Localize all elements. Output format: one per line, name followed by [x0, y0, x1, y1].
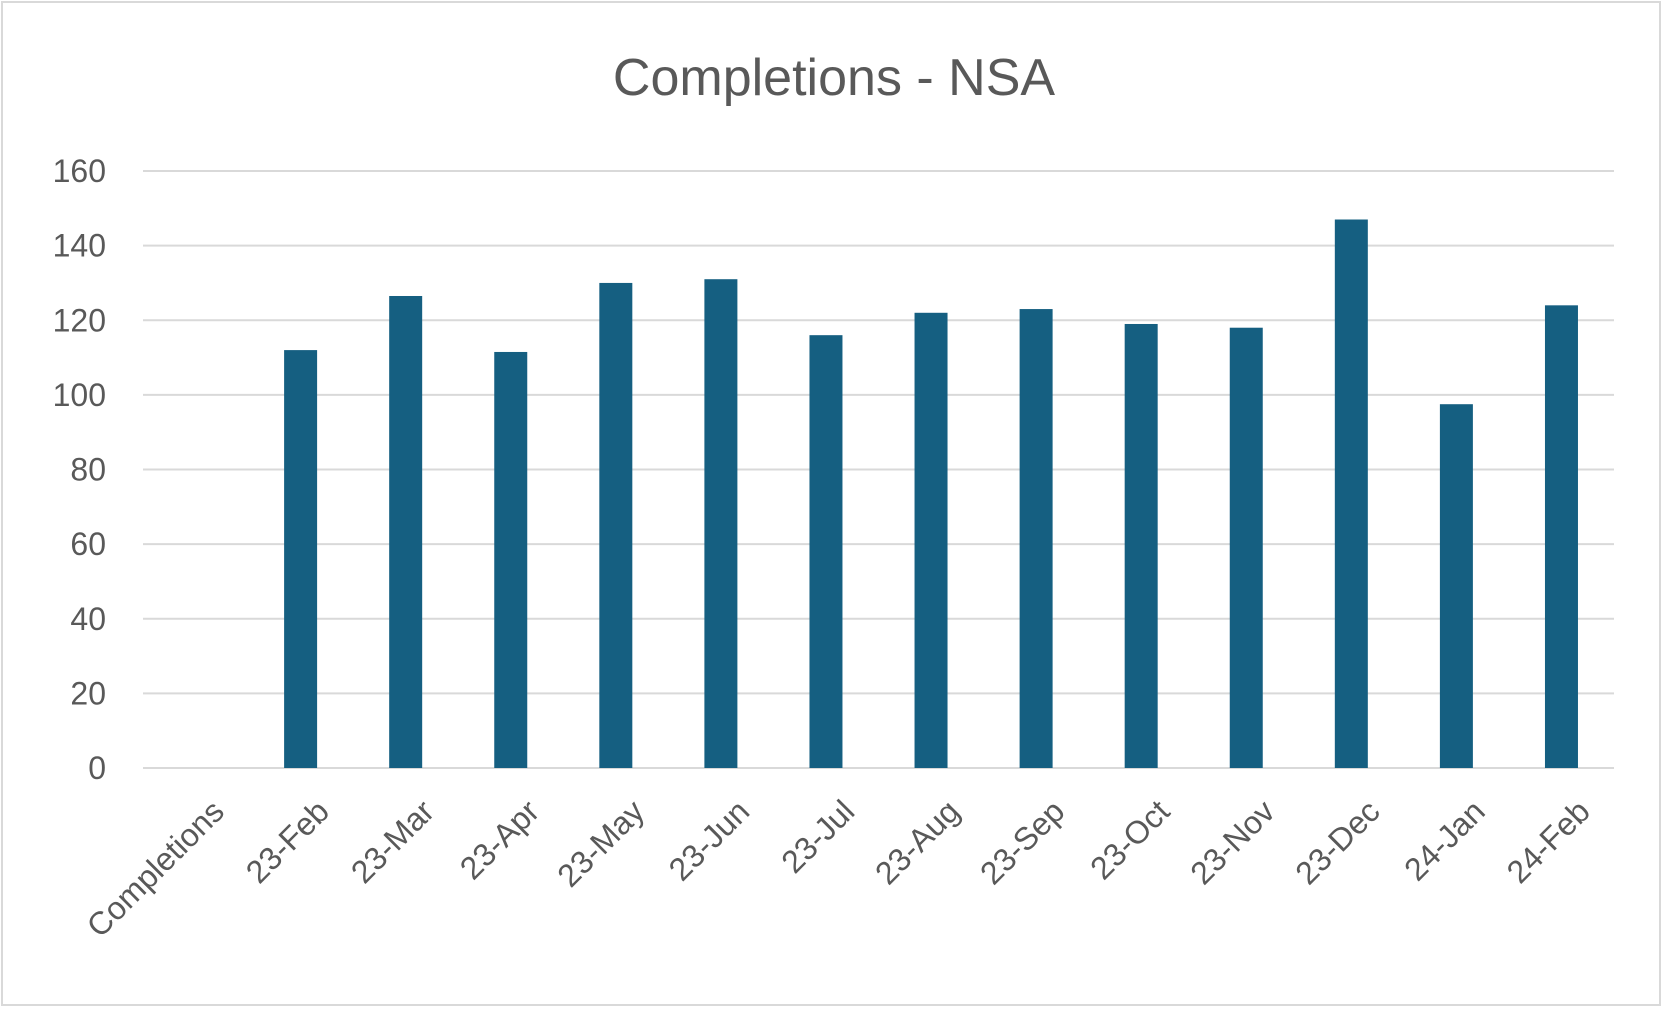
x-tick-label: 23-Feb [239, 793, 336, 890]
gridlines [143, 170, 1614, 769]
x-tick-label: Completions [80, 793, 231, 944]
x-tick-label: 24-Feb [1500, 793, 1597, 890]
x-tick-label: 23-Nov [1183, 793, 1281, 891]
x-tick-label: 23-Mar [344, 793, 441, 890]
bar [389, 295, 423, 768]
y-tick-label: 20 [70, 675, 106, 711]
x-tick-label: 24-Jan [1397, 793, 1492, 888]
x-axis-ticks: Completions 23-Feb 23-Mar 23-Apr 23-May 23-Ju… [80, 793, 1597, 944]
chart-title: Completions - NSA [613, 49, 1055, 107]
x-tick-label: 23-May [550, 793, 651, 894]
y-tick-label: 140 [53, 228, 106, 264]
bar [494, 351, 528, 768]
y-tick-label: 120 [53, 302, 106, 338]
y-tick-label: 160 [53, 153, 106, 189]
bar [1124, 323, 1158, 768]
bar [1229, 327, 1263, 768]
y-axis-ticks: 0 20 40 60 80 100 120 140 160 [53, 153, 106, 786]
x-tick-label: 23-Dec [1288, 793, 1386, 891]
x-tick-label: 23-Aug [868, 793, 966, 891]
y-tick-label: 0 [88, 750, 106, 786]
x-tick-label: 23-Apr [453, 793, 547, 887]
bar [1334, 219, 1368, 769]
y-tick-label: 80 [70, 452, 106, 488]
y-tick-label: 40 [70, 601, 106, 637]
x-tick-label: 23-Jun [662, 793, 757, 888]
bar [1019, 309, 1053, 768]
bar [284, 350, 318, 768]
bar [599, 282, 633, 768]
bar [1439, 404, 1473, 768]
x-tick-label: 23-Sep [973, 793, 1071, 891]
bar [914, 312, 948, 768]
bars [284, 219, 1578, 769]
bar [1544, 305, 1578, 768]
y-tick-label: 100 [53, 377, 106, 413]
y-tick-label: 60 [70, 526, 106, 562]
x-tick-label: 23-Oct [1083, 793, 1176, 886]
x-tick-label: 23-Jul [774, 793, 861, 880]
bar [809, 335, 843, 768]
bar [704, 279, 738, 768]
